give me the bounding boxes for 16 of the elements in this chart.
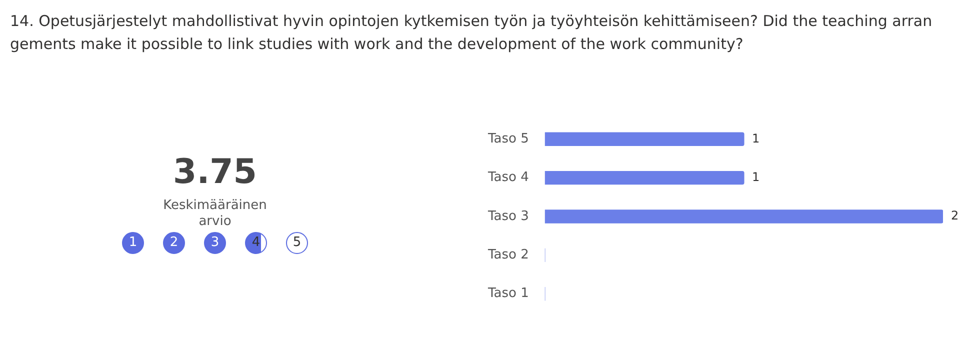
y-tick-label: Taso 4 (486, 170, 529, 186)
y-tick-label: Taso 3 (486, 208, 529, 224)
data-label: 1 (752, 131, 760, 146)
data-label: 1 (752, 170, 760, 184)
text: 3.75 (172, 151, 258, 194)
rating-circle-icon: 3 (204, 232, 226, 254)
y-tick-label: Taso 2 (486, 248, 529, 263)
rating-circle-icon: 1 (122, 232, 144, 254)
rating-circle-icon: 5 (286, 232, 308, 254)
rating-circle-icon: 4 (245, 232, 267, 254)
chart-title: 14. Opetusjärjestelyt mahdollistivat hyvin opintojen kytkemisen työn ja työyhteisön kehittämiseen? Did the teaching arrangements make it possible to link studies with work and the development of the work community? (10, 11, 934, 55)
data-label: 2 (951, 208, 959, 223)
rating-circle-icon: 2 (163, 232, 185, 254)
y-tick-label: Taso 1 (486, 286, 529, 302)
y-tick-label: Taso 5 (486, 132, 529, 147)
text: Keskimääräinen arvio (162, 198, 268, 230)
